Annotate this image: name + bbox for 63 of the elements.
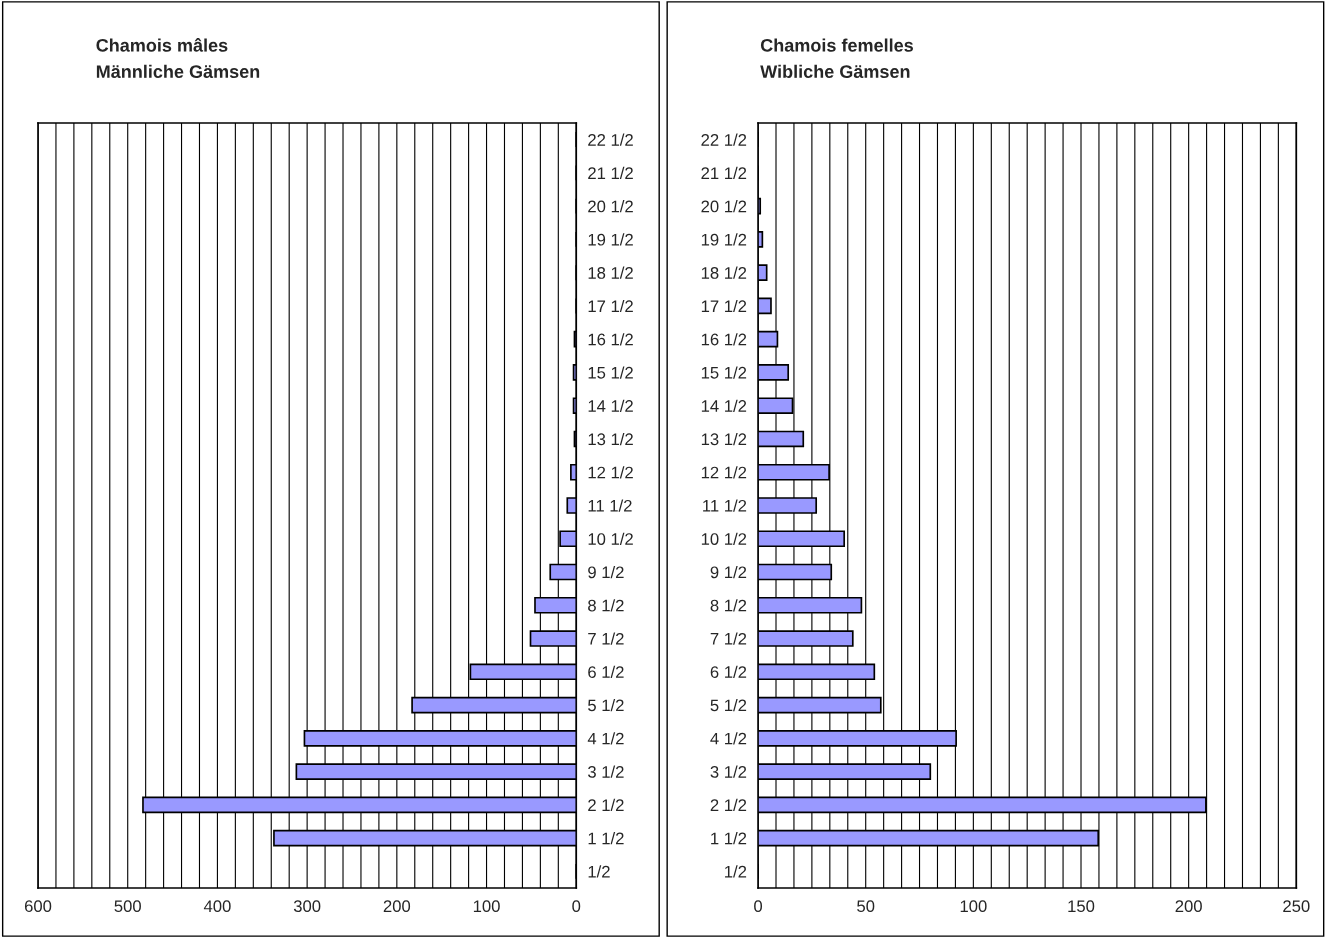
y-tick-label: 12 1/2: [701, 466, 747, 479]
x-tick-label: 200: [1175, 900, 1202, 913]
y-tick-label: 1/2: [588, 865, 610, 878]
x-tick-label: 400: [203, 900, 231, 913]
chart-subtitle: Männliche Gämsen: [96, 64, 260, 79]
y-tick-label: 19 1/2: [588, 233, 633, 246]
x-tick-label: 600: [24, 900, 52, 913]
y-tick-label: 12 1/2: [588, 466, 633, 479]
y-tick-label: 14 1/2: [701, 399, 747, 412]
y-tick-label: 6 1/2: [588, 665, 624, 678]
y-tick-label: 9 1/2: [588, 565, 624, 579]
y-tick-label: 1/2: [725, 865, 747, 878]
y-tick-label: 10 1/2: [588, 532, 633, 545]
y-tick-label: 4 1/2: [587, 732, 624, 745]
y-tick-label: 2 1/2: [710, 798, 747, 812]
x-tick-label: 100: [960, 900, 987, 913]
y-tick-label: 13 1/2: [701, 432, 747, 446]
x-tick-label: 200: [383, 900, 411, 913]
x-tick-label: 500: [114, 900, 141, 913]
y-tick-label: 1 1/2: [588, 832, 624, 845]
y-tick-label: 3 1/2: [710, 765, 747, 778]
y-tick-label: 17 1/2: [588, 299, 633, 313]
x-tick-label: 300: [293, 900, 321, 913]
y-tick-label: 17 1/2: [701, 299, 747, 313]
y-tick-label: 11 1/2: [588, 499, 632, 512]
y-tick-label: 8 1/2: [588, 599, 624, 612]
chart-title: Chamois femelles: [760, 38, 913, 52]
y-tick-label: 5 1/2: [588, 699, 624, 712]
y-tick-label: 9 1/2: [710, 565, 747, 579]
y-tick-label: 3 1/2: [588, 765, 624, 778]
y-tick-label: 14 1/2: [588, 399, 633, 412]
y-tick-label: 8 1/2: [710, 599, 747, 612]
x-tick-label: 250: [1283, 900, 1310, 913]
y-tick-label: 7 1/2: [588, 632, 624, 645]
y-tick-label: 5 1/2: [710, 699, 747, 712]
y-tick-label: 19 1/2: [701, 233, 747, 246]
y-tick-label: 13 1/2: [588, 432, 633, 446]
y-tick-label: 21 1/2: [588, 166, 633, 180]
y-tick-label: 6 1/2: [710, 665, 747, 678]
y-tick-label: 16 1/2: [701, 333, 747, 346]
y-tick-label: 15 1/2: [588, 366, 633, 379]
y-tick-label: 18 1/2: [701, 266, 747, 279]
chart-subtitle: Wibliche Gämsen: [760, 64, 910, 79]
y-tick-label: 22 1/2: [588, 133, 633, 146]
y-tick-label: 7 1/2: [710, 632, 747, 645]
y-tick-label: 21 1/2: [701, 166, 747, 180]
y-tick-label: 11 1/2: [703, 499, 747, 512]
y-tick-label: 15 1/2: [701, 366, 747, 379]
y-tick-label: 1 1/2: [711, 832, 747, 845]
y-tick-label: 16 1/2: [588, 333, 633, 346]
y-tick-label: 2 1/2: [588, 798, 624, 812]
y-tick-label: 20 1/2: [588, 200, 633, 213]
y-tick-label: 10 1/2: [701, 532, 747, 545]
y-tick-label: 18 1/2: [588, 266, 633, 279]
x-tick-label: 0: [572, 900, 581, 913]
x-tick-label: 150: [1068, 900, 1095, 913]
x-tick-label: 50: [857, 900, 875, 913]
x-tick-label: 0: [754, 900, 763, 913]
y-tick-label: 4 1/2: [710, 732, 747, 745]
y-tick-label: 20 1/2: [701, 200, 747, 213]
y-tick-label: 22 1/2: [701, 133, 747, 146]
x-tick-label: 100: [473, 900, 500, 913]
chart-title: Chamois mâles: [96, 38, 228, 52]
